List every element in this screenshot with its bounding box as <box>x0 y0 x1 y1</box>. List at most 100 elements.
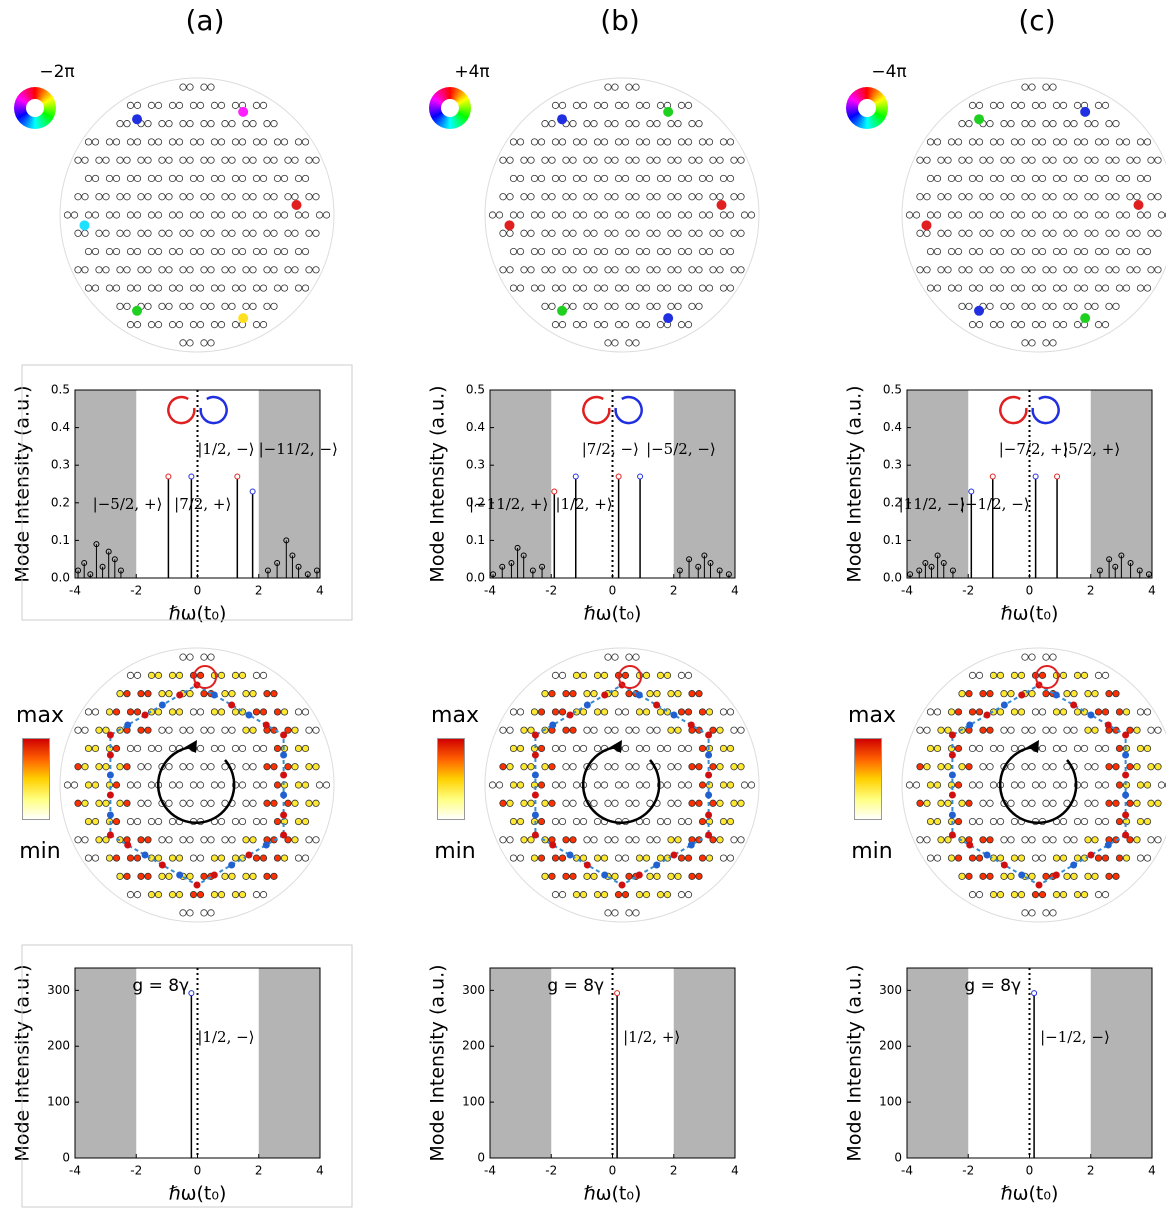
lattice-site <box>1106 303 1112 309</box>
lattice-site <box>1039 709 1045 715</box>
lattice-site <box>976 175 982 181</box>
lattice-site <box>127 745 133 751</box>
stem-marker <box>235 474 240 479</box>
lattice-site <box>176 709 182 715</box>
lattice-site <box>1095 745 1101 751</box>
lattice-site <box>563 194 569 200</box>
lattice-site <box>169 212 175 218</box>
lattice-site <box>253 212 259 218</box>
lattice-site <box>584 690 590 696</box>
lattice-site <box>643 818 649 824</box>
lattice-site <box>990 818 996 824</box>
lattice-site <box>1144 709 1150 715</box>
lattice-site <box>696 157 702 163</box>
lattice-site <box>92 782 98 788</box>
lattice-site <box>1102 745 1108 751</box>
lattice-site <box>281 855 287 861</box>
lattice-site <box>1032 891 1038 897</box>
lattice-site <box>232 321 238 327</box>
lattice-site <box>187 837 193 843</box>
lattice-site <box>1064 727 1070 733</box>
x-tick-label: -2 <box>545 1164 557 1178</box>
lattice-site <box>1060 175 1066 181</box>
lattice-site <box>517 818 523 824</box>
lattice-site <box>675 764 681 770</box>
lattice-site <box>969 891 975 897</box>
lattice-site <box>699 709 705 715</box>
lattice-site <box>594 248 600 254</box>
lattice-site <box>211 175 217 181</box>
lattice-site <box>517 175 523 181</box>
lattice-site <box>657 248 663 254</box>
lattice-site <box>685 745 691 751</box>
edge-site <box>601 872 608 879</box>
lattice-site <box>1123 285 1129 291</box>
lattice-site <box>187 303 193 309</box>
lattice-site <box>987 727 993 733</box>
lattice-site <box>1018 102 1024 108</box>
lattice-site <box>626 157 632 163</box>
x-tick-label: 4 <box>731 584 739 598</box>
lattice-site <box>250 303 256 309</box>
lattice-site <box>622 782 628 788</box>
lattice-site <box>633 84 639 90</box>
lattice-site <box>685 891 691 897</box>
lattice-site <box>1092 303 1098 309</box>
lattice-site <box>573 139 579 145</box>
lattice-site <box>917 157 923 163</box>
lattice-site <box>1155 837 1161 843</box>
lattice-site <box>159 837 165 843</box>
lattice-site <box>103 267 109 273</box>
lattice-site <box>678 321 684 327</box>
lattice-site <box>980 230 986 236</box>
lattice-site <box>1029 84 1035 90</box>
vortex-dot <box>921 220 931 230</box>
lattice-site <box>127 248 133 254</box>
lattice-site <box>689 157 695 163</box>
lattice-site <box>232 285 238 291</box>
stem-marker <box>638 474 643 479</box>
lattice-site <box>211 891 217 897</box>
lattice-site <box>605 910 611 916</box>
lattice-site <box>201 120 207 126</box>
lattice-site <box>1053 745 1059 751</box>
lattice-site <box>75 727 81 733</box>
lattice-site <box>696 690 702 696</box>
lattice-site <box>626 230 632 236</box>
lattice-site <box>563 157 569 163</box>
lattice-site <box>127 782 133 788</box>
lattice-site <box>689 764 695 770</box>
lattice-site <box>208 157 214 163</box>
x-tick-label: 0 <box>194 584 202 598</box>
lattice-site <box>924 157 930 163</box>
lattice-site <box>159 303 165 309</box>
lattice-site <box>1081 745 1087 751</box>
lattice-site <box>626 267 632 273</box>
lattice-site <box>155 709 161 715</box>
band-shade <box>674 968 735 1158</box>
lattice-site <box>1039 672 1045 678</box>
lattice-site <box>1029 654 1035 660</box>
lattice-site <box>92 745 98 751</box>
lattice-site <box>1050 654 1056 660</box>
y-tick-label: 0.1 <box>883 533 902 547</box>
lattice-site <box>75 194 81 200</box>
lattice-site <box>584 873 590 879</box>
lattice-site <box>232 102 238 108</box>
lattice-site <box>959 873 965 879</box>
lattice-site <box>643 175 649 181</box>
lattice-site <box>127 102 133 108</box>
lattice-site <box>720 285 726 291</box>
lattice-site <box>570 727 576 733</box>
lattice-site <box>1032 139 1038 145</box>
lattice-site <box>85 782 91 788</box>
lattice-site <box>906 212 912 218</box>
lattice-site <box>285 764 291 770</box>
lattice-site <box>211 782 217 788</box>
lattice-site <box>169 891 175 897</box>
lattice-site <box>295 212 301 218</box>
lattice-site <box>239 891 245 897</box>
lattice-site <box>211 855 217 861</box>
x-tick-label: 4 <box>1148 584 1156 598</box>
stem-marker <box>1033 474 1038 479</box>
